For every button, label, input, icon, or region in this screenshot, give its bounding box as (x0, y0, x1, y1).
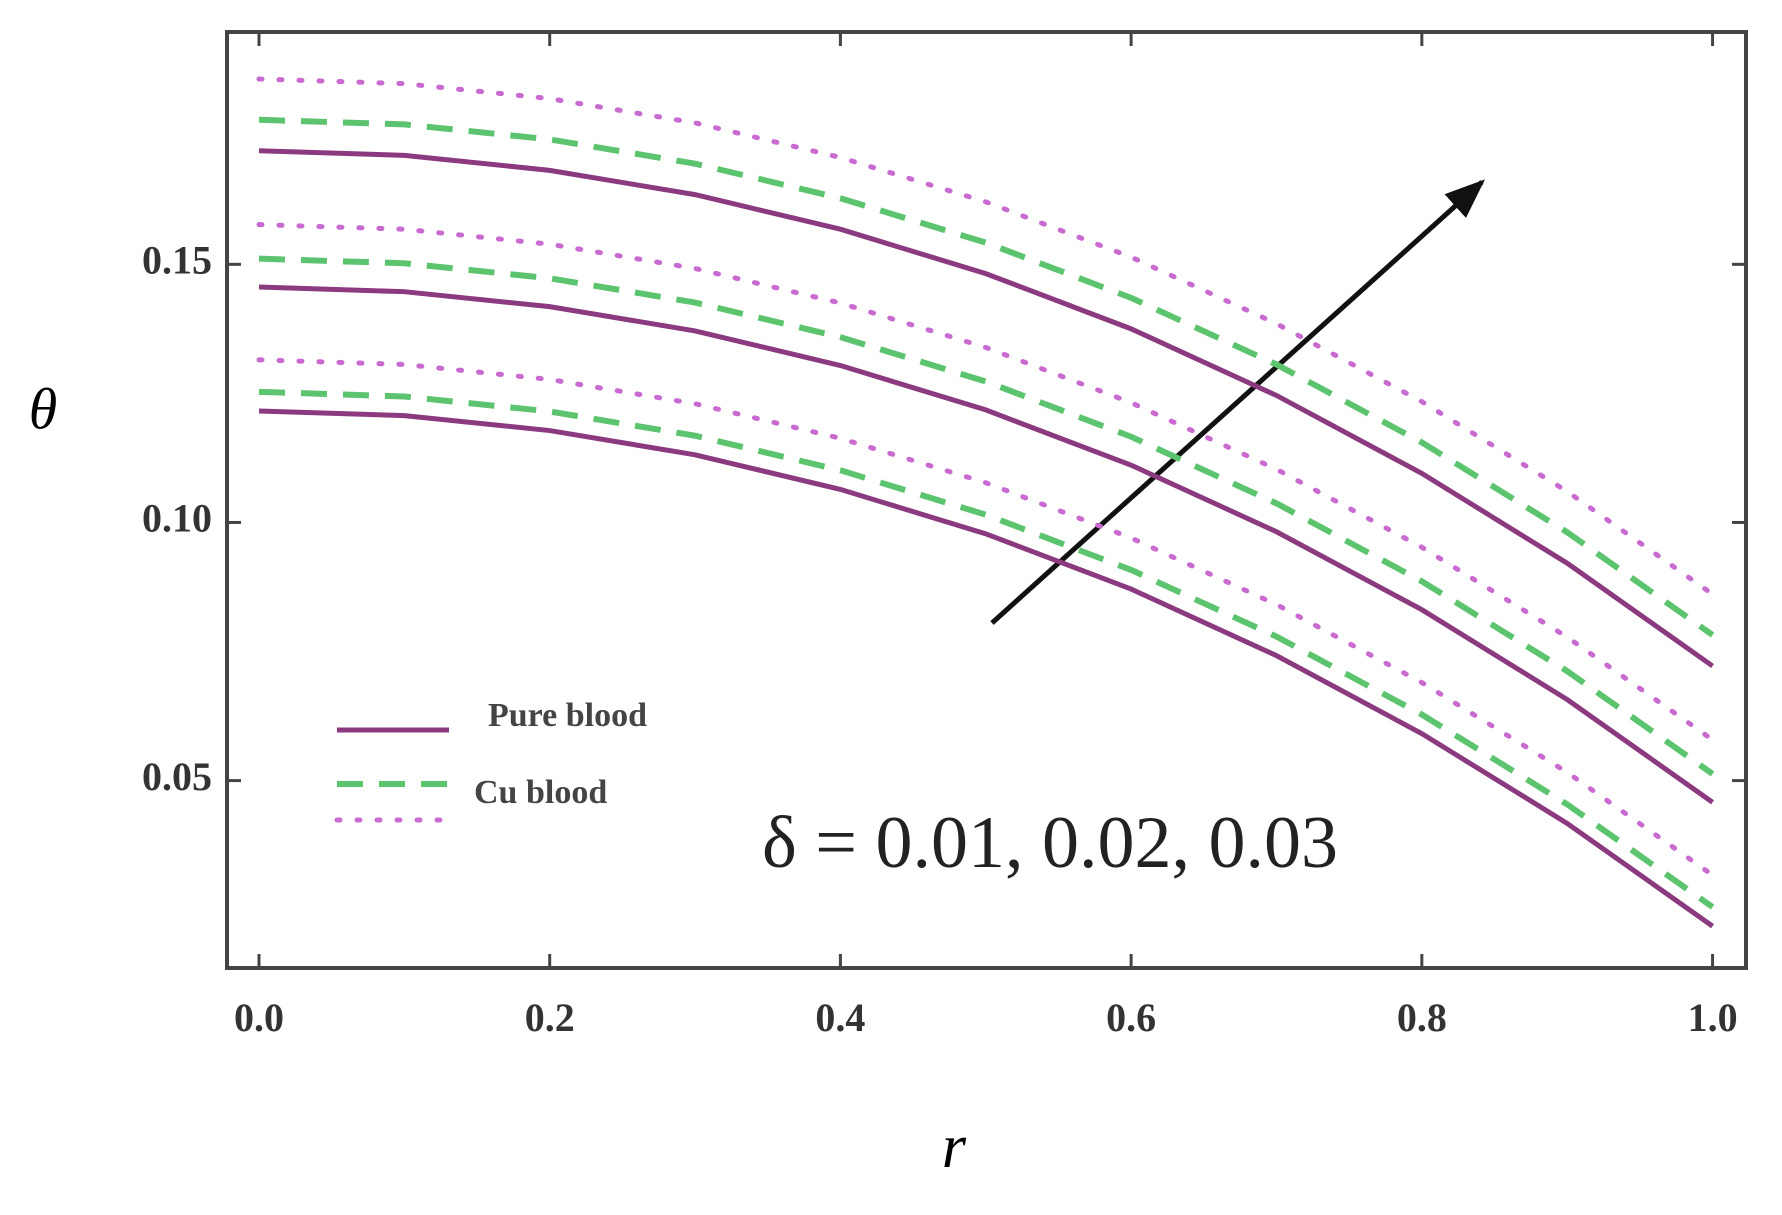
x-tick-label: 0.2 (525, 995, 575, 1040)
legend-label: Cu blood (474, 774, 607, 811)
x-tick-label: 0.6 (1106, 995, 1156, 1040)
legend-label: Pure blood (488, 697, 647, 734)
annotation: δ = 0.01, 0.02, 0.03 (762, 802, 1338, 884)
y-axis-label: θ (29, 376, 58, 441)
x-tick-label: 1.0 (1688, 995, 1738, 1040)
series-line (258, 255, 1715, 777)
x-tick-label: 0.8 (1397, 995, 1447, 1040)
series-line (258, 148, 1715, 669)
trend-arrow (990, 179, 1485, 625)
series-line (256, 76, 1716, 597)
series-line (258, 408, 1715, 929)
series-line (258, 388, 1715, 910)
y-tick-label: 0.05 (142, 754, 212, 799)
series-line (256, 357, 1716, 878)
plot-frame (225, 30, 1748, 970)
series-line (258, 284, 1715, 805)
x-tick-label: 0.4 (815, 995, 865, 1040)
y-tick-label: 0.10 (142, 496, 212, 541)
x-tick-label: 0.0 (234, 995, 284, 1040)
y-tick-label: 0.15 (142, 237, 212, 282)
series-line (258, 116, 1715, 638)
series-line (256, 222, 1716, 743)
x-axis-label: r (942, 1113, 967, 1181)
